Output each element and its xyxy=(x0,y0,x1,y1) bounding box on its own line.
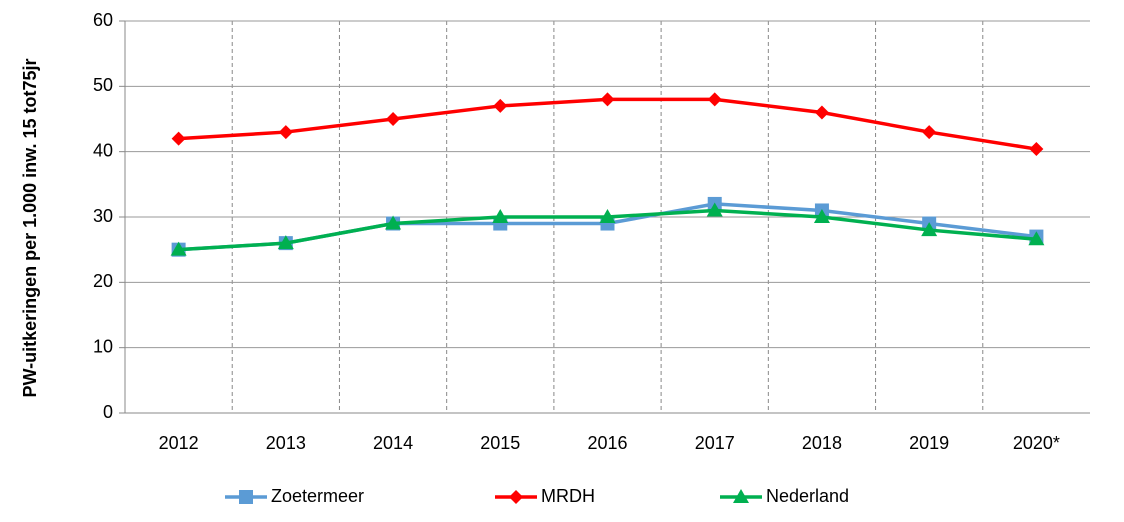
marker xyxy=(492,209,509,223)
marker xyxy=(386,112,401,126)
marker xyxy=(813,209,830,223)
marker xyxy=(171,131,186,146)
series-line xyxy=(178,97,1037,151)
marker xyxy=(814,105,829,120)
marker xyxy=(733,489,749,503)
x-tick-label: 2017 xyxy=(695,433,735,453)
y-tick-label: 0 xyxy=(103,402,113,422)
y-tick-label: 50 xyxy=(93,75,113,95)
marker xyxy=(277,235,294,250)
marker xyxy=(170,241,187,256)
marker xyxy=(921,222,938,237)
x-tick-label: 2018 xyxy=(802,433,842,453)
y-tick-label: 20 xyxy=(93,271,113,291)
marker xyxy=(706,202,723,217)
marker xyxy=(600,92,615,107)
marker xyxy=(707,92,722,107)
x-tick-label: 2020* xyxy=(1013,433,1060,453)
marker xyxy=(1029,142,1044,157)
marker xyxy=(509,490,523,504)
marker xyxy=(239,490,253,504)
x-tick-label: 2014 xyxy=(373,433,413,453)
x-tick-label: 2019 xyxy=(909,433,949,453)
x-tick-label: 2012 xyxy=(159,433,199,453)
y-tick-label: 30 xyxy=(93,206,113,226)
x-tick-label: 2015 xyxy=(480,433,520,453)
x-tick-label: 2016 xyxy=(587,433,627,453)
legend-label: MRDH xyxy=(541,486,595,506)
marker xyxy=(278,125,293,140)
x-tick-label: 2013 xyxy=(266,433,306,453)
legend-label: Zoetermeer xyxy=(271,486,364,506)
y-axis-label: PW-uitkeringen per 1.000 inw. 15 tot75jr xyxy=(20,58,40,398)
y-tick-label: 10 xyxy=(93,336,113,356)
marker xyxy=(385,215,402,230)
marker xyxy=(1028,231,1045,246)
y-tick-label: 40 xyxy=(93,140,113,160)
marker xyxy=(922,125,937,140)
marker xyxy=(493,98,508,113)
y-tick-label: 60 xyxy=(93,10,113,30)
marker xyxy=(599,209,616,223)
legend-label: Nederland xyxy=(766,486,849,506)
